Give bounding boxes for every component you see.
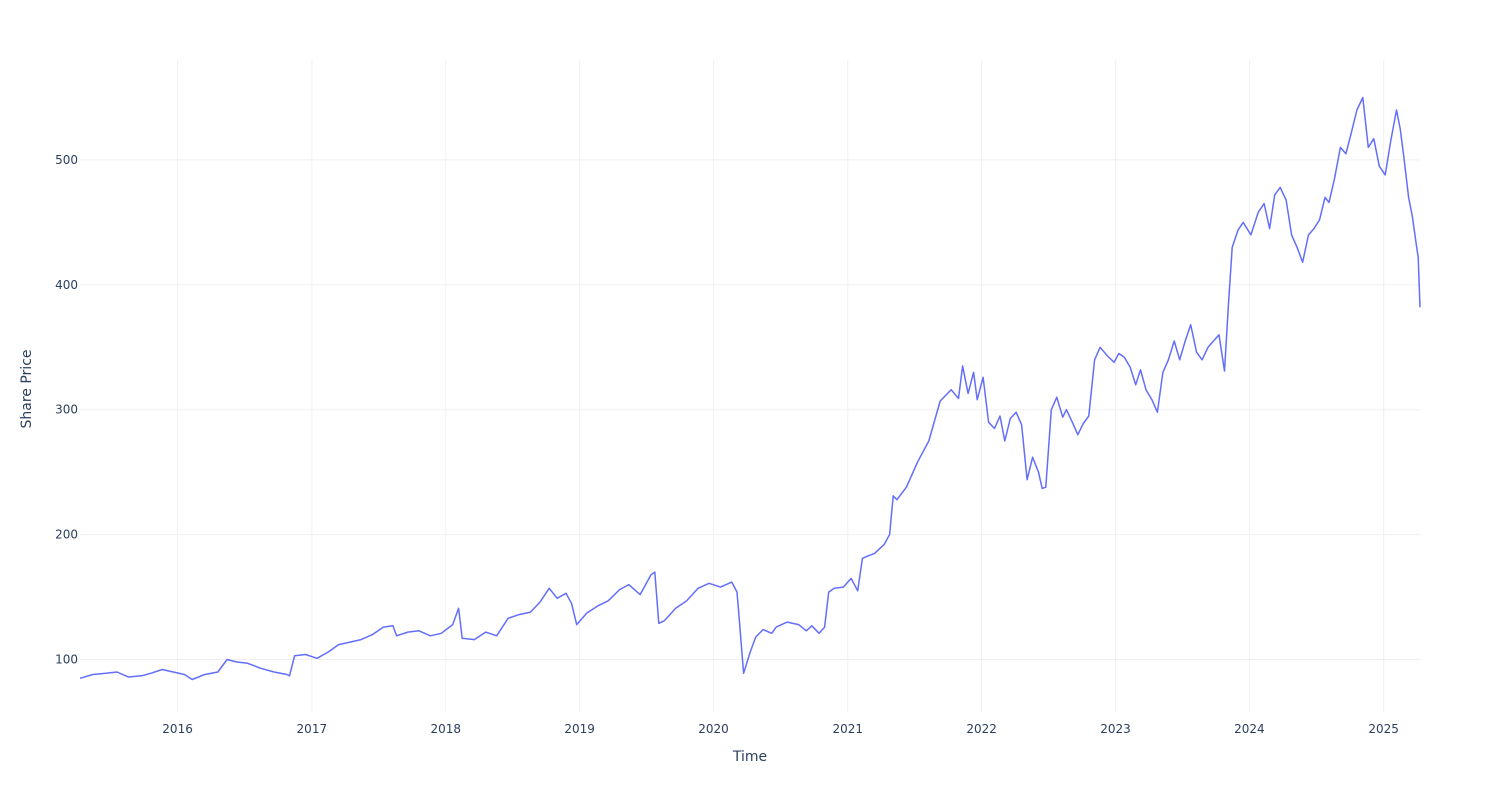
x-tick-label: 2024 bbox=[1234, 722, 1265, 736]
y-tick-labels: 100 200 300 400 500 bbox=[55, 153, 78, 667]
share-price-line bbox=[79, 96, 1421, 681]
x-tick-label: 2017 bbox=[297, 722, 328, 736]
x-tick-label: 2020 bbox=[698, 722, 729, 736]
y-tick-label: 500 bbox=[55, 153, 78, 167]
y-gridlines bbox=[80, 159, 1420, 661]
x-tick-labels: 2016 2017 2018 2019 2020 2021 2022 2023 2024 2025 bbox=[162, 722, 1399, 736]
x-tick-label: 2019 bbox=[564, 722, 595, 736]
y-tick-label: 100 bbox=[55, 653, 78, 667]
x-gridlines bbox=[177, 60, 1385, 712]
y-tick-label: 200 bbox=[55, 528, 78, 542]
x-tick-label: 2025 bbox=[1368, 722, 1399, 736]
x-tick-label: 2021 bbox=[832, 722, 863, 736]
x-tick-label: 2016 bbox=[162, 722, 193, 736]
x-tick-label: 2018 bbox=[430, 722, 461, 736]
series-layer bbox=[79, 96, 1421, 681]
y-tick-label: 400 bbox=[55, 278, 78, 292]
x-axis-title: Time bbox=[732, 749, 767, 765]
y-tick-label: 300 bbox=[55, 403, 78, 417]
x-tick-label: 2022 bbox=[966, 722, 997, 736]
x-tick-label: 2023 bbox=[1100, 722, 1131, 736]
y-axis-title: Share Price bbox=[19, 349, 35, 428]
